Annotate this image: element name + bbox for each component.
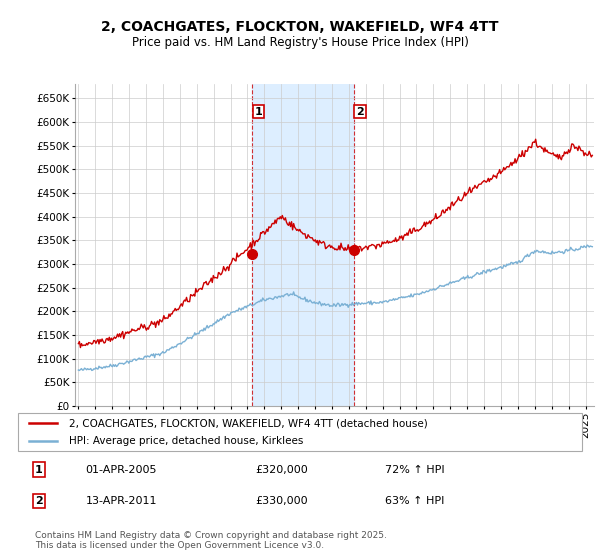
Text: 1: 1 [254,106,262,116]
Text: 1: 1 [35,465,43,475]
Text: 72% ↑ HPI: 72% ↑ HPI [385,465,444,475]
Bar [251,84,353,406]
Text: £320,000: £320,000 [255,465,308,475]
Text: 01-APR-2005: 01-APR-2005 [86,465,157,475]
Text: Contains HM Land Registry data © Crown copyright and database right 2025.
This d: Contains HM Land Registry data © Crown c… [35,531,387,550]
Text: Price paid vs. HM Land Registry's House Price Index (HPI): Price paid vs. HM Land Registry's House … [131,36,469,49]
Text: 2, COACHGATES, FLOCKTON, WAKEFIELD, WF4 4TT: 2, COACHGATES, FLOCKTON, WAKEFIELD, WF4 … [101,20,499,34]
Text: £330,000: £330,000 [255,496,308,506]
FancyBboxPatch shape [18,413,582,451]
Text: 13-APR-2011: 13-APR-2011 [86,496,157,506]
Text: HPI: Average price, detached house, Kirklees: HPI: Average price, detached house, Kirk… [69,436,303,446]
Text: 63% ↑ HPI: 63% ↑ HPI [385,496,444,506]
Text: 2: 2 [356,106,364,116]
Text: 2, COACHGATES, FLOCKTON, WAKEFIELD, WF4 4TT (detached house): 2, COACHGATES, FLOCKTON, WAKEFIELD, WF4 … [69,418,428,428]
Text: 2: 2 [35,496,43,506]
